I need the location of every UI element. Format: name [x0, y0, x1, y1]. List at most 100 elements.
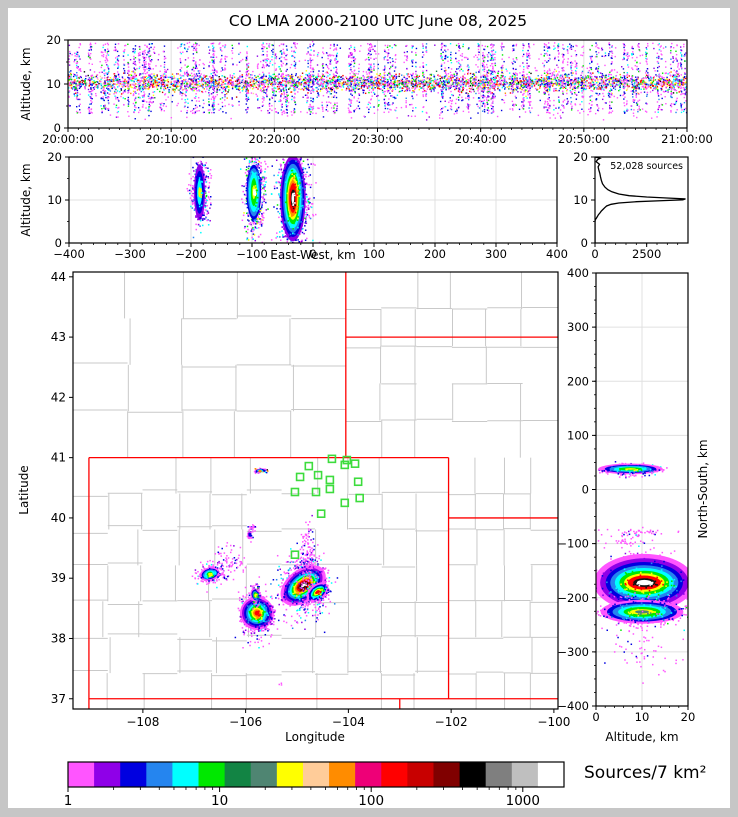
ns-axis-tick: 0 — [582, 483, 589, 497]
altitude-axis-tick: 0 — [581, 236, 588, 250]
altitude-axis-tick: 20 — [681, 710, 696, 724]
colorbar-segment — [511, 762, 539, 787]
lma-station-marker — [353, 477, 363, 487]
ylabel-time-height: Altitude, km — [19, 47, 33, 121]
panel-map — [72, 271, 559, 710]
xlabel-map: Longitude — [285, 730, 345, 744]
altitude-axis-tick: 10 — [47, 193, 62, 207]
ylabel-ew-height: Altitude, km — [19, 163, 33, 237]
colorbar-segment — [537, 762, 565, 787]
ew-axis-tick: 200 — [424, 247, 446, 261]
lma-station-marker — [304, 461, 314, 471]
latitude-axis-tick: 38 — [51, 631, 66, 645]
time-axis-tick: 21:00:00 — [661, 132, 713, 146]
ns-axis-tick: −200 — [557, 591, 589, 605]
hist-axis-tick: 0 — [591, 247, 598, 261]
colorbar-segment — [68, 762, 95, 787]
ns-axis-tick: −400 — [557, 699, 589, 713]
latitude-axis-tick: 42 — [51, 390, 66, 404]
latitude-axis-tick: 37 — [51, 692, 66, 706]
lma-station-marker — [355, 493, 364, 503]
time-axis-tick: 20:10:00 — [145, 132, 197, 146]
lma-station-marker — [316, 509, 326, 519]
page-title: CO LMA 2000-2100 UTC June 08, 2025 — [228, 12, 528, 30]
ns-axis-tick: 100 — [567, 428, 589, 442]
longitude-axis-tick: −102 — [435, 715, 468, 729]
ew-axis-tick: 400 — [546, 247, 568, 261]
sources-count-annotation: 52,028 sources — [610, 161, 683, 172]
lma-station-marker — [311, 487, 321, 497]
ew-axis-tick: 300 — [485, 247, 507, 261]
colorbar-segment — [94, 762, 121, 787]
latitude-axis-tick: 41 — [51, 451, 66, 465]
latitude-axis-tick: 39 — [51, 571, 66, 585]
altitude-axis-tick: 10 — [573, 193, 588, 207]
colorbar-segment — [172, 762, 200, 787]
altitude-axis-tick: 20 — [47, 150, 62, 164]
lma-station-marker — [295, 472, 305, 482]
latitude-axis-tick: 40 — [51, 511, 66, 525]
altitude-axis-tick: 0 — [54, 121, 61, 135]
ylabel-map: Latitude — [17, 465, 31, 515]
altitude-axis-tick: 20 — [573, 150, 588, 164]
ew-axis-tick: −300 — [114, 247, 146, 261]
altitude-axis-tick: 0 — [55, 236, 62, 250]
lma-station-marker — [350, 459, 360, 468]
ew-axis-tick: −200 — [175, 247, 207, 261]
altitude-axis-tick: 20 — [46, 33, 61, 47]
ew-axis-tick: 100 — [363, 247, 385, 261]
lma-station-marker — [340, 498, 350, 508]
lma-station-marker — [313, 470, 323, 480]
ew-axis-tick: −400 — [53, 247, 85, 261]
time-axis-tick: 20:00:00 — [42, 132, 94, 146]
colorbar-tick: 1 — [64, 793, 73, 809]
colorbar-segment — [120, 762, 147, 787]
altitude-histogram-curve — [595, 157, 686, 243]
colorbar-segment — [250, 762, 278, 787]
xlabel-ew-height: East-West, km — [270, 248, 356, 262]
ylabel-north-south: North-South, km — [696, 439, 710, 539]
lma-station-marker — [325, 484, 335, 494]
lma-station-marker — [340, 460, 350, 470]
time-axis-tick: 20:30:00 — [352, 132, 404, 146]
colorbar-segment — [407, 762, 434, 787]
longitude-axis-tick: −104 — [332, 715, 365, 729]
colorbar-segment — [355, 762, 382, 787]
colorbar-segment — [485, 762, 513, 787]
ns-axis-tick: −100 — [557, 537, 589, 551]
colorbar-segment — [459, 762, 487, 787]
colorbar-segment — [146, 762, 173, 787]
colorbar-segment — [276, 762, 304, 787]
altitude-axis-tick: 10 — [46, 77, 61, 91]
ns-axis-tick: 400 — [567, 266, 589, 280]
colorbar-segment — [381, 762, 408, 787]
ns-axis-tick: 200 — [567, 374, 589, 388]
colorbar: 1 10 100 1000 — [64, 761, 565, 809]
longitude-axis-tick: −108 — [126, 715, 159, 729]
lma-station-marker — [290, 487, 300, 497]
ns-axis-tick: −300 — [557, 645, 589, 659]
altitude-axis-tick: 10 — [635, 710, 650, 724]
altitude-axis-tick: 0 — [592, 710, 599, 724]
colorbar-segment — [224, 762, 252, 787]
latitude-axis-tick: 44 — [51, 270, 66, 284]
hist-axis-tick: 2500 — [632, 247, 661, 261]
colorbar-segment — [198, 762, 226, 787]
longitude-axis-tick: −100 — [537, 715, 570, 729]
colorbar-tick: 10 — [211, 793, 228, 809]
lma-station-marker — [290, 550, 300, 559]
ns-axis-tick: 300 — [567, 320, 589, 334]
longitude-axis-tick: −106 — [229, 715, 262, 729]
colorbar-segment — [329, 762, 356, 787]
colorbar-tick: 1000 — [506, 793, 540, 809]
lma-station-marker — [325, 475, 335, 485]
colorbar-segment — [302, 762, 330, 787]
xlabel-ns-height: Altitude, km — [605, 730, 679, 744]
time-axis-tick: 20:20:00 — [249, 132, 301, 146]
latitude-axis-tick: 43 — [51, 330, 66, 344]
time-axis-tick: 20:40:00 — [455, 132, 507, 146]
time-axis-tick: 20:50:00 — [558, 132, 610, 146]
ew-axis-tick: −100 — [236, 247, 268, 261]
